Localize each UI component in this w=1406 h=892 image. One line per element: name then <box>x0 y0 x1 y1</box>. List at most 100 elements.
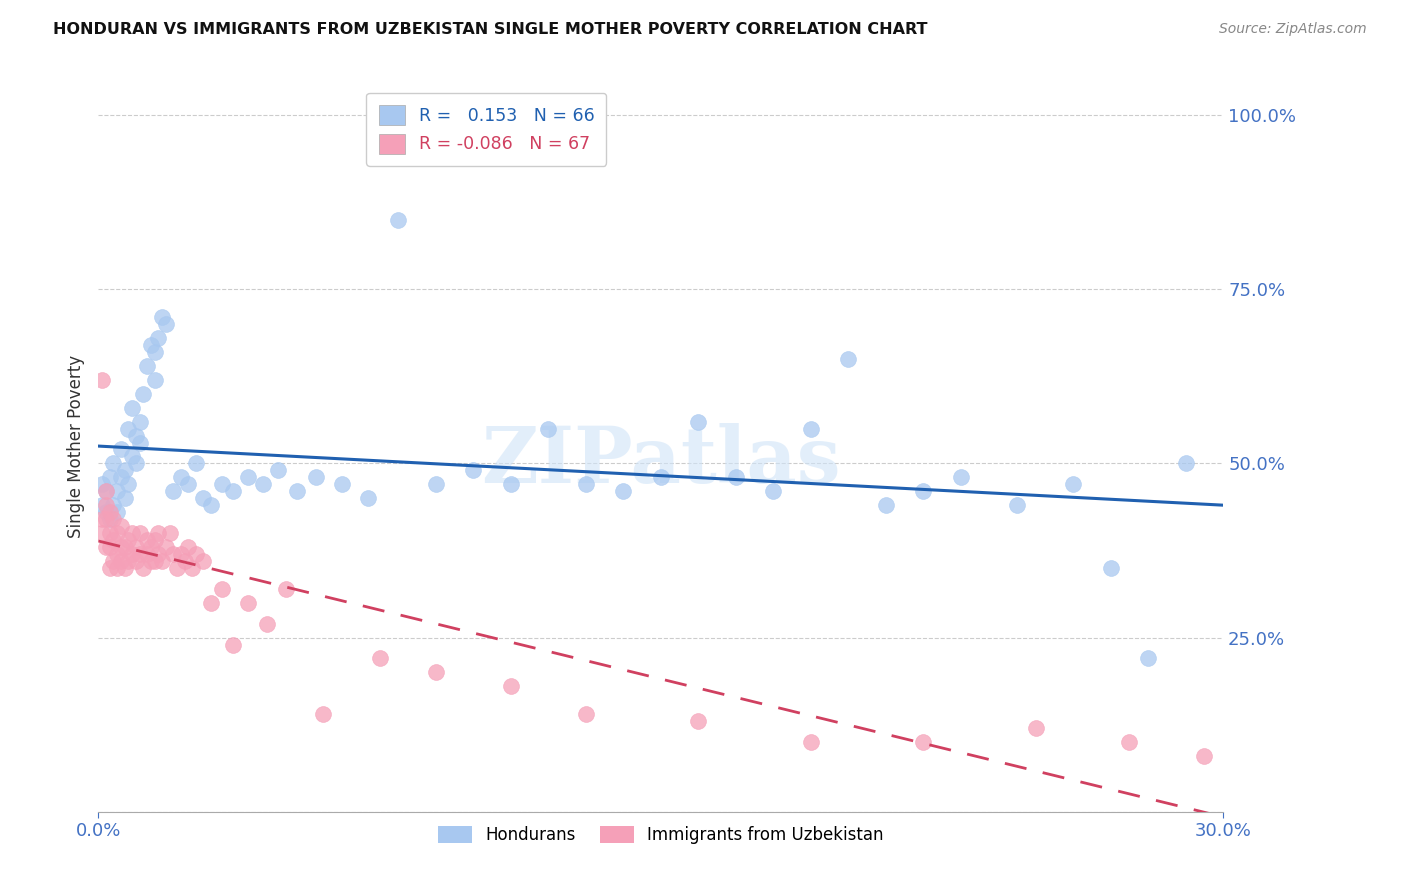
Point <box>139 554 162 568</box>
Point <box>128 547 150 561</box>
Point <box>125 428 148 442</box>
Point <box>117 554 139 568</box>
Point <box>132 561 155 575</box>
Point <box>94 484 117 499</box>
Point <box>117 533 139 547</box>
Point <box>575 477 598 491</box>
Point <box>132 386 155 401</box>
Point <box>143 533 166 547</box>
Point <box>173 554 195 568</box>
Point <box>305 470 328 484</box>
Point <box>121 526 143 541</box>
Point <box>117 477 139 491</box>
Point <box>150 554 173 568</box>
Point <box>121 450 143 464</box>
Point <box>222 484 245 499</box>
Point <box>177 540 200 554</box>
Point <box>688 415 710 429</box>
Point <box>94 540 117 554</box>
Point <box>184 547 207 561</box>
Point <box>575 707 598 722</box>
Legend: Hondurans, Immigrants from Uzbekistan: Hondurans, Immigrants from Uzbekistan <box>432 820 890 851</box>
Point <box>110 470 132 484</box>
Point <box>125 457 148 471</box>
Point <box>91 373 114 387</box>
Point <box>252 477 274 491</box>
Point <box>110 554 132 568</box>
Point <box>139 540 162 554</box>
Point <box>387 212 409 227</box>
Point <box>312 707 335 722</box>
Point <box>162 484 184 499</box>
Point <box>98 505 121 519</box>
Point <box>162 547 184 561</box>
Point <box>148 547 170 561</box>
Point <box>537 421 560 435</box>
Point <box>105 484 128 499</box>
Point <box>267 463 290 477</box>
Point <box>143 554 166 568</box>
Point <box>136 359 159 373</box>
Point <box>211 477 233 491</box>
Point <box>110 540 132 554</box>
Point <box>650 470 672 484</box>
Point <box>105 561 128 575</box>
Point <box>688 714 710 728</box>
Point <box>114 463 136 477</box>
Point <box>103 498 125 512</box>
Point <box>125 554 148 568</box>
Point <box>91 498 114 512</box>
Point <box>94 484 117 499</box>
Point <box>499 477 522 491</box>
Point <box>114 491 136 506</box>
Point <box>148 331 170 345</box>
Point <box>211 582 233 596</box>
Y-axis label: Single Mother Poverty: Single Mother Poverty <box>66 354 84 538</box>
Point <box>98 526 121 541</box>
Point <box>143 373 166 387</box>
Point <box>177 477 200 491</box>
Point <box>837 351 859 366</box>
Point <box>125 540 148 554</box>
Point <box>98 561 121 575</box>
Point <box>98 470 121 484</box>
Point <box>155 540 177 554</box>
Point <box>800 421 823 435</box>
Point <box>200 498 222 512</box>
Point <box>222 638 245 652</box>
Point <box>91 512 114 526</box>
Point <box>1137 651 1160 665</box>
Point <box>143 345 166 359</box>
Point <box>912 484 935 499</box>
Point <box>170 547 193 561</box>
Point <box>1025 721 1047 735</box>
Point <box>499 679 522 693</box>
Point <box>103 457 125 471</box>
Point <box>117 421 139 435</box>
Point <box>103 554 125 568</box>
Point <box>368 651 391 665</box>
Text: ZIPatlas: ZIPatlas <box>481 423 841 499</box>
Point <box>274 582 297 596</box>
Point <box>949 470 972 484</box>
Point <box>612 484 634 499</box>
Point <box>159 526 181 541</box>
Point <box>463 463 485 477</box>
Point <box>330 477 353 491</box>
Point <box>256 616 278 631</box>
Point <box>139 338 162 352</box>
Point <box>1005 498 1028 512</box>
Point <box>128 435 150 450</box>
Point <box>193 491 215 506</box>
Point <box>170 470 193 484</box>
Point <box>762 484 785 499</box>
Point <box>103 533 125 547</box>
Point <box>91 526 114 541</box>
Point <box>425 477 447 491</box>
Point <box>148 526 170 541</box>
Point <box>1194 749 1216 764</box>
Point <box>91 477 114 491</box>
Point <box>103 512 125 526</box>
Point <box>155 317 177 331</box>
Point <box>238 470 260 484</box>
